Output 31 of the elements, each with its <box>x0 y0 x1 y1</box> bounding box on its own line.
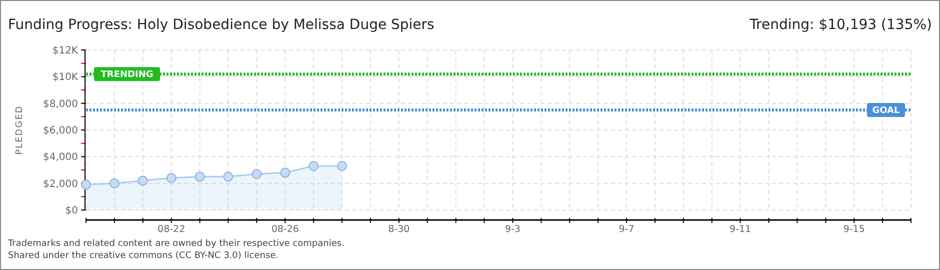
ref-line-label: TRENDING <box>100 70 154 80</box>
point <box>138 176 148 186</box>
point <box>308 161 319 171</box>
text: Shared under the creative commons (CC BY-NC 3.0) license. <box>8 251 279 261</box>
ref-line-label: GOAL <box>872 106 900 116</box>
point <box>109 178 120 188</box>
point <box>81 180 91 190</box>
point <box>166 173 176 183</box>
x-tick-label: 9-15 <box>843 224 865 235</box>
point <box>280 168 290 178</box>
y-tick-label: $0 <box>65 206 78 216</box>
y-axis-title: PLEDGED <box>15 105 25 155</box>
y-tick-label: $8,000 <box>43 98 78 110</box>
point <box>252 169 262 179</box>
y-tick-label: $10K <box>52 72 78 84</box>
text: Trademarks and related content are owned by their respective companies. <box>7 239 344 249</box>
x-tick-label: 8-30 <box>388 224 410 235</box>
y-tick-label: $6,000 <box>43 126 78 136</box>
y-tick-label: $12K <box>52 46 78 56</box>
point <box>223 172 234 182</box>
point <box>337 161 348 171</box>
x-tick-label: 08-22 <box>158 224 186 235</box>
x-tick-label: 9-7 <box>618 224 634 235</box>
chart-subtitle: Trending: $10,193 (135%) <box>748 17 932 33</box>
point <box>194 172 205 182</box>
y-tick-label: $4,000 <box>43 152 78 164</box>
x-tick-label: 9-3 <box>504 224 520 235</box>
y-tick-label: $2,000 <box>43 178 78 190</box>
x-tick-label: 9-11 <box>730 224 752 235</box>
x-tick-label: 08-26 <box>271 224 299 235</box>
chart-title: Funding Progress: Holy Disobedience by Melissa Duge Spiers <box>8 17 434 33</box>
